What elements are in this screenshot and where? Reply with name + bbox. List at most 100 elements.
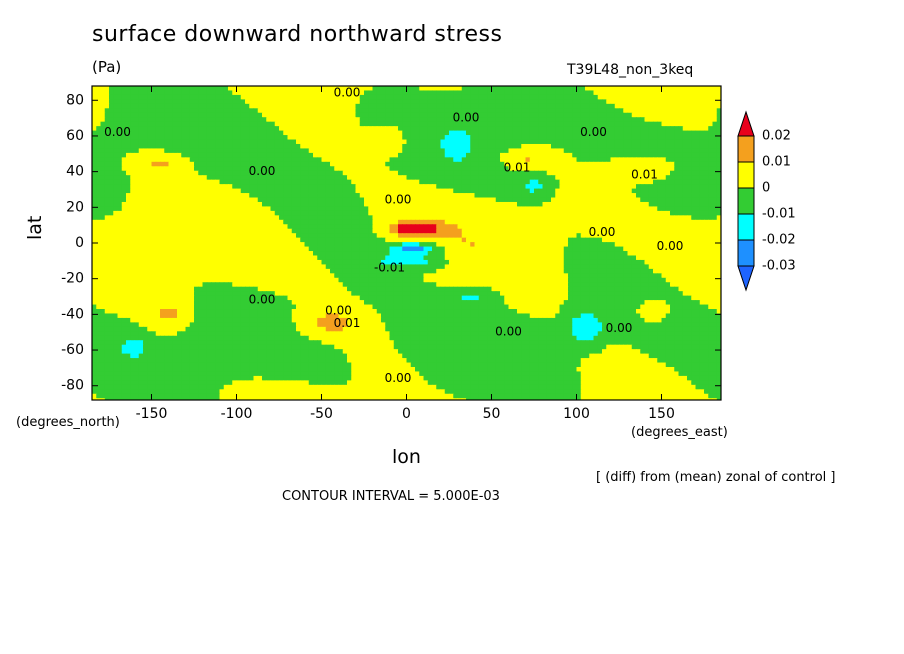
field-cell [631, 126, 637, 132]
field-cell [249, 112, 255, 118]
field-cell [521, 228, 527, 234]
field-cell [185, 210, 191, 216]
field-cell [249, 201, 255, 208]
field-cell [177, 166, 182, 172]
field-cell [661, 197, 667, 203]
field-cell [491, 86, 497, 92]
field-cell [419, 233, 425, 239]
field-cell [130, 94, 136, 100]
field-cell [215, 219, 221, 225]
field-cell [321, 228, 327, 234]
field-cell [534, 224, 539, 230]
field-cell [500, 139, 505, 145]
field-cell [194, 117, 199, 123]
field-cell [470, 90, 476, 96]
field-cell [432, 197, 437, 203]
field-cell [474, 90, 480, 96]
field-cell [440, 157, 446, 163]
field-cell [300, 210, 306, 216]
field-cell [364, 143, 369, 150]
field-cell [236, 121, 242, 127]
field-cell [712, 99, 718, 105]
field-cell [525, 86, 531, 92]
field-cell [712, 197, 718, 203]
field-cell [232, 112, 238, 118]
field-cell [614, 157, 620, 163]
field-cell [415, 143, 420, 150]
field-cell [121, 99, 127, 105]
field-cell [134, 224, 140, 230]
field-cell [385, 139, 391, 145]
field-cell [181, 86, 187, 92]
field-cell [716, 86, 721, 92]
field-cell [457, 233, 463, 239]
field-cell [670, 170, 675, 176]
field-cell [351, 86, 357, 92]
field-cell [138, 166, 144, 172]
field-cell [376, 197, 382, 203]
field-cell [334, 170, 340, 176]
field-cell [525, 170, 531, 176]
field-cell [372, 175, 378, 181]
field-cell [287, 135, 293, 141]
field-cell [325, 184, 331, 190]
field-cell [546, 224, 552, 230]
field-cell [134, 179, 140, 185]
field-cell [300, 121, 306, 127]
field-cell [194, 103, 199, 109]
field-cell [461, 170, 467, 176]
field-cell [682, 112, 688, 118]
field-cell [134, 135, 140, 141]
field-cell [389, 139, 395, 145]
field-cell [517, 130, 522, 136]
field-cell [198, 152, 204, 158]
field-cell [636, 117, 641, 123]
field-cell [143, 103, 148, 109]
field-cell [185, 157, 191, 163]
field-cell [636, 130, 641, 136]
field-cell [636, 219, 641, 225]
field-cell [474, 228, 480, 234]
field-cell [321, 86, 327, 92]
field-cell [410, 126, 416, 132]
field-cell [368, 103, 374, 109]
field-cell [534, 161, 539, 167]
field-cell [678, 224, 684, 230]
field-cell [202, 94, 208, 100]
field-cell [206, 139, 212, 145]
field-cell [487, 90, 493, 96]
field-cell [240, 184, 246, 190]
field-cell [606, 179, 612, 185]
field-cell [474, 215, 480, 221]
field-cell [279, 148, 284, 154]
field-cell [355, 117, 361, 123]
field-cell [138, 197, 144, 203]
field-cell [716, 135, 721, 141]
field-cell [699, 219, 705, 225]
field-cell [253, 179, 259, 185]
field-cell [155, 210, 161, 216]
field-cell [287, 121, 293, 127]
field-cell [121, 224, 127, 230]
field-cell [568, 206, 573, 212]
field-cell [313, 210, 318, 216]
field-cell [602, 206, 607, 212]
field-cell [644, 170, 650, 176]
field-cell [534, 130, 539, 136]
field-cell [206, 224, 212, 230]
field-cell [287, 161, 293, 167]
field-cell [194, 197, 199, 203]
field-cell [389, 233, 395, 239]
field-cell [661, 184, 667, 190]
field-cell [143, 161, 148, 167]
field-cell [266, 175, 272, 181]
field-cell [466, 215, 471, 221]
field-cell [164, 139, 170, 145]
field-cell [512, 215, 518, 221]
field-cell [432, 117, 437, 123]
field-cell [687, 94, 692, 100]
field-cell [602, 201, 607, 208]
field-cell [534, 86, 539, 92]
field-cell [415, 210, 420, 216]
field-cell [444, 139, 450, 145]
